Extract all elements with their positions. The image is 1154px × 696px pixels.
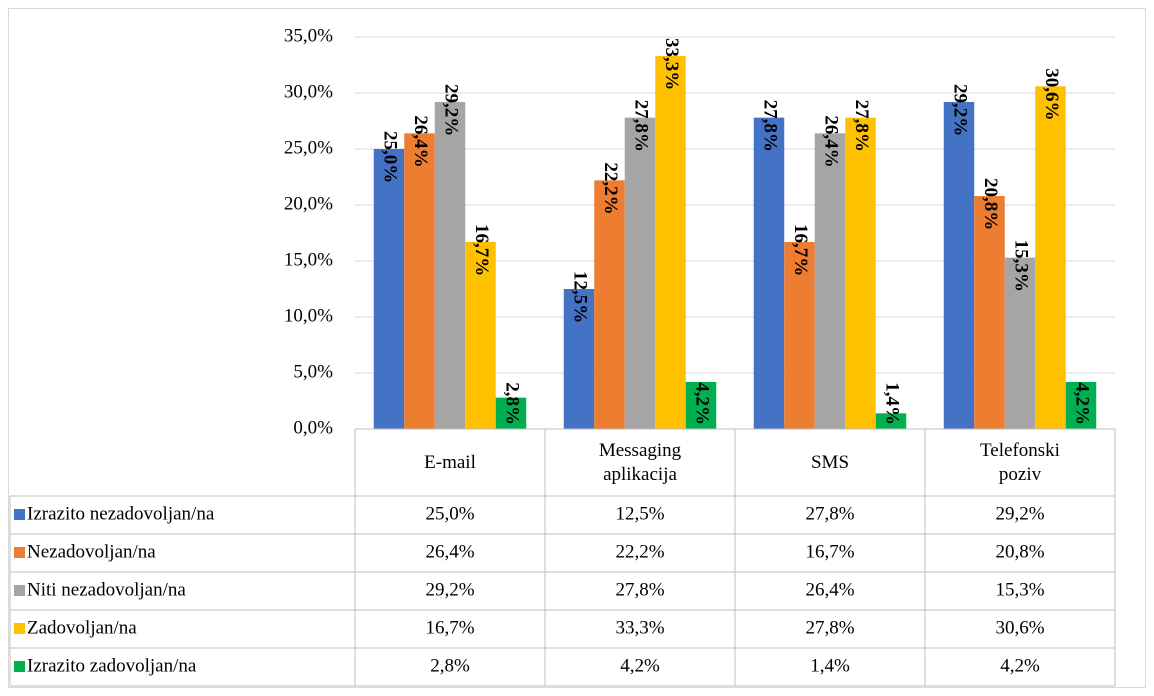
bar — [624, 117, 656, 429]
legend-label: Nezadovoljan/na — [27, 541, 156, 562]
bar — [875, 413, 907, 429]
data-label: 27,8% — [851, 100, 872, 152]
bar — [594, 180, 625, 429]
table-cell: 30,6% — [995, 617, 1044, 638]
data-label: 12,5% — [570, 271, 591, 323]
data-label: 16,7% — [790, 224, 811, 276]
table-cell: 12,5% — [615, 503, 664, 524]
table-cell: 22,2% — [615, 541, 664, 562]
bar — [784, 241, 815, 429]
data-label: 26,4% — [821, 115, 842, 167]
table-cell: 29,2% — [995, 503, 1044, 524]
data-label: 29,2% — [950, 84, 971, 136]
data-label: 25,0% — [380, 131, 401, 183]
bar — [1035, 86, 1066, 429]
data-label: 27,8% — [631, 100, 652, 152]
table-cell: 29,2% — [425, 579, 474, 600]
data-label: 15,3% — [1011, 240, 1032, 292]
bar — [943, 101, 975, 430]
data-label: 29,2% — [441, 84, 462, 136]
table-cell: 16,7% — [425, 617, 474, 638]
data-label: 20,8% — [980, 178, 1001, 230]
bar — [563, 289, 595, 429]
data-label: 16,7% — [471, 224, 492, 276]
bar — [373, 149, 405, 429]
y-tick-label: 25,0% — [284, 137, 333, 158]
bar — [1004, 257, 1036, 429]
table-cell: 25,0% — [425, 503, 474, 524]
bar — [753, 117, 785, 429]
legend-swatch — [14, 661, 25, 672]
table-cell: 15,3% — [995, 579, 1044, 600]
y-tick-label: 5,0% — [293, 361, 333, 382]
bar — [685, 381, 717, 429]
table-cell: 1,4% — [810, 655, 850, 676]
x-tick-label: Telefonski poziv — [980, 439, 1060, 485]
bar — [1065, 381, 1097, 429]
data-label: 30,6% — [1041, 68, 1062, 120]
data-label: 22,2% — [600, 162, 621, 214]
bar — [845, 117, 876, 429]
table-cell: 2,8% — [430, 655, 470, 676]
legend-swatch — [14, 623, 25, 634]
bar — [465, 241, 496, 429]
table-cell: 26,4% — [425, 541, 474, 562]
table-cell: 27,8% — [615, 579, 664, 600]
y-tick-label: 35,0% — [284, 25, 333, 46]
table-cell: 16,7% — [805, 541, 854, 562]
table-cell: 4,2% — [620, 655, 660, 676]
legend-label: Izrazito zadovoljan/na — [27, 655, 197, 676]
legend-label: Izrazito nezadovoljan/na — [27, 503, 215, 524]
chart-border — [8, 8, 1146, 688]
data-label: 33,3% — [661, 38, 682, 90]
bar — [434, 101, 466, 430]
data-label: 4,2% — [692, 382, 713, 425]
table-cell: 33,3% — [615, 617, 664, 638]
y-tick-label: 20,0% — [284, 193, 333, 214]
legend-label: Zadovoljan/na — [27, 617, 137, 638]
data-label: 26,4% — [410, 115, 431, 167]
table-cell: 27,8% — [805, 503, 854, 524]
bar — [974, 196, 1005, 429]
data-label: 2,8% — [502, 382, 523, 425]
legend-swatch — [14, 509, 25, 520]
table-cell: 20,8% — [995, 541, 1044, 562]
legend-swatch — [14, 585, 25, 596]
y-tick-label: 15,0% — [284, 249, 333, 270]
table-cell: 26,4% — [805, 579, 854, 600]
y-tick-label: 30,0% — [284, 81, 333, 102]
bar — [655, 56, 686, 429]
y-tick-label: 0,0% — [293, 417, 333, 438]
data-label: 27,8% — [760, 100, 781, 152]
bar — [814, 133, 846, 429]
table-cell: 4,2% — [1000, 655, 1040, 676]
bar — [404, 133, 435, 429]
table-cell: 27,8% — [805, 617, 854, 638]
legend-label: Niti nezadovoljan/na — [27, 579, 186, 600]
bar — [495, 397, 527, 429]
x-tick-label: E-mail — [424, 451, 476, 473]
legend-swatch — [14, 547, 25, 558]
x-tick-label: Messaging aplikacija — [598, 439, 682, 485]
data-label: 1,4% — [882, 382, 903, 425]
data-label: 4,2% — [1072, 382, 1093, 425]
x-tick-label: SMS — [810, 451, 850, 473]
y-tick-label: 10,0% — [284, 305, 333, 326]
